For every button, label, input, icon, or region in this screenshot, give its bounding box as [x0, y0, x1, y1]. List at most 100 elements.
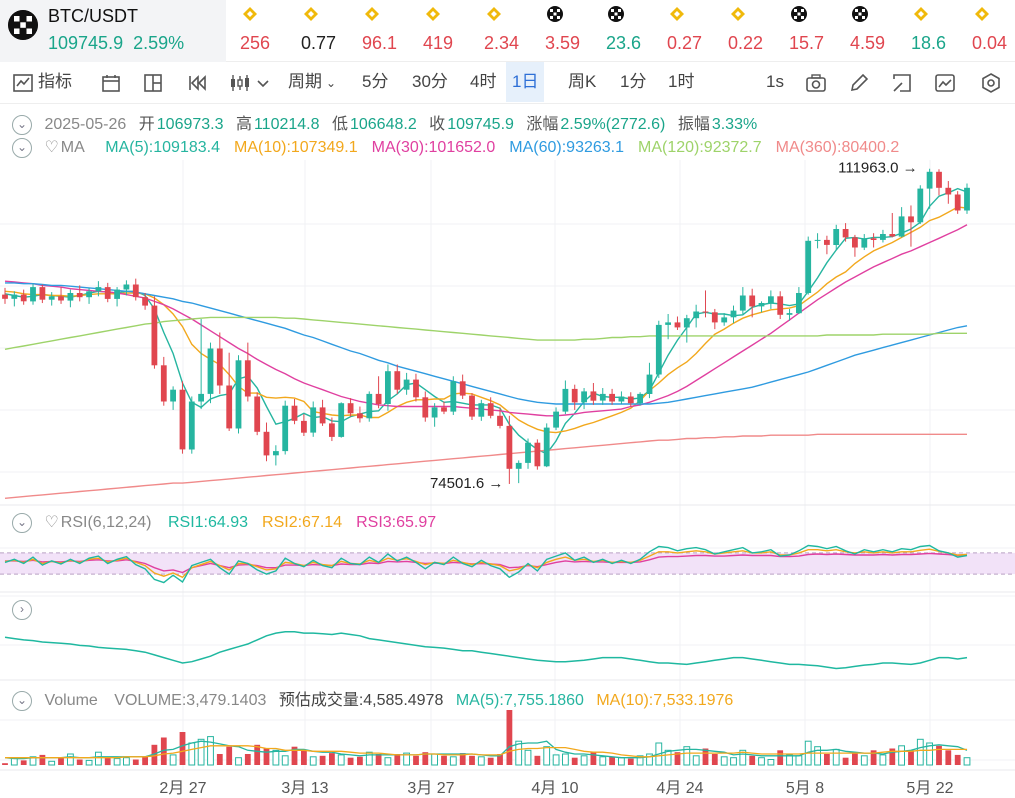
ticker-item[interactable]: 0.04	[972, 0, 1015, 62]
interval-tab[interactable]: 30分	[412, 72, 448, 91]
volume-bar	[244, 754, 251, 765]
interval-tab[interactable]: 1时	[668, 72, 695, 91]
ma-line-ma360	[4, 433, 967, 499]
ticker-item[interactable]: 23.6	[606, 0, 664, 62]
ticker-value: 2.34	[484, 33, 520, 53]
ticker-item[interactable]: 0.27	[667, 0, 725, 62]
volume-bar	[954, 754, 961, 765]
screenshot-icon[interactable]	[934, 72, 956, 94]
candle-body	[151, 305, 158, 366]
ticker-item[interactable]: 0.22	[728, 0, 786, 62]
volume-bar	[702, 748, 709, 765]
ticker-item[interactable]: 256	[240, 0, 298, 62]
settings-gear-icon[interactable]	[980, 72, 1002, 94]
interval-tab[interactable]: 1分	[620, 72, 647, 91]
volume-bar	[151, 744, 158, 765]
bell-icon[interactable]: ♡	[44, 139, 59, 156]
candle-body	[497, 415, 503, 426]
volume-bar	[95, 751, 102, 766]
volume-estimate: 预估成交量:4,585.4978	[278, 692, 444, 709]
volume-bar	[48, 760, 56, 766]
draw-tool-icon[interactable]	[891, 72, 913, 94]
candle-body	[244, 360, 251, 397]
ticker-item[interactable]: 4.59	[850, 0, 908, 62]
interval-tab[interactable]: 4时	[470, 72, 497, 91]
candle-body	[730, 310, 737, 318]
candle-body	[76, 293, 83, 298]
candle-body	[67, 293, 74, 301]
volume-bar	[655, 742, 663, 766]
legend-item: RSI3:65.97	[356, 514, 437, 531]
collapse-chevron-icon[interactable]: ⌄	[12, 137, 32, 158]
candle-body	[394, 371, 401, 390]
layout-icon[interactable]	[142, 72, 164, 94]
interval-tab[interactable]: 5分	[362, 72, 389, 91]
pair-card[interactable]: BTC/USDT 109745.9 2.59%	[0, 0, 226, 62]
candle-body	[833, 229, 840, 245]
ohlc-date: 2025-05-26	[44, 116, 127, 133]
volume-bar	[422, 752, 429, 765]
candle-body	[842, 229, 849, 238]
volume-bar	[226, 746, 233, 765]
ticker-value: 4.59	[850, 33, 886, 53]
bnb-icon	[365, 7, 379, 21]
candle-body	[301, 420, 307, 433]
ticker-item[interactable]: 15.7	[789, 0, 847, 62]
volume-bar	[609, 756, 615, 766]
volume-bar	[179, 732, 186, 765]
interval-tab[interactable]: 1日	[506, 62, 545, 102]
candle-body	[749, 295, 756, 307]
ticker-value: 0.04	[972, 33, 1008, 53]
volume-bar	[497, 754, 503, 765]
ticker-item[interactable]: 3.59	[545, 0, 603, 62]
candle-body	[58, 296, 64, 301]
candle-body	[450, 381, 457, 412]
ticker-item[interactable]: 18.6	[911, 0, 969, 62]
pair-change: 2.59%	[133, 33, 185, 53]
collapse-chevron-icon[interactable]: ⌄	[12, 114, 32, 135]
rsi-band	[0, 552, 1015, 575]
candle-body	[758, 303, 765, 307]
ticker-item[interactable]: 2.34	[484, 0, 542, 62]
period-dropdown[interactable]: 周期 ⌄	[288, 62, 336, 102]
volume-bar	[552, 754, 560, 766]
volume-bar	[767, 759, 775, 766]
candle-body	[861, 238, 868, 248]
expand-chevron-icon[interactable]: ›	[12, 600, 32, 620]
indicators-button[interactable]: 指标	[38, 72, 72, 91]
candle-type-icon[interactable]	[228, 72, 254, 94]
high-value: 110214.8	[253, 116, 320, 133]
replay-icon[interactable]	[186, 72, 208, 94]
candle-body	[95, 287, 102, 292]
candle-body	[562, 388, 569, 412]
osc-legend: ›	[0, 600, 1015, 620]
candle-body	[964, 187, 970, 211]
ticker-value: 0.22	[728, 33, 764, 53]
camera-icon[interactable]	[805, 72, 827, 94]
bnb-icon	[487, 7, 501, 21]
chevron-down-icon[interactable]	[256, 72, 270, 94]
pencil-icon[interactable]	[848, 72, 870, 94]
ticker-item[interactable]: 0.77	[301, 0, 359, 62]
ticker-item[interactable]: 419	[423, 0, 481, 62]
volume-bar	[113, 758, 121, 766]
candle-body	[525, 442, 531, 463]
collapse-chevron-icon[interactable]: ⌄	[12, 690, 32, 711]
candle-body	[889, 234, 896, 237]
collapse-chevron-icon[interactable]: ⌄	[12, 512, 32, 533]
bell-icon[interactable]: ♡	[44, 514, 59, 531]
ticker-value: 3.59	[545, 33, 581, 53]
ma-legend: ⌄ ♡ MA MA(5):109183.4 MA(10):107349.1 MA(30…	[0, 137, 1015, 158]
candle-body	[2, 294, 8, 299]
interval-tab[interactable]: 周K	[568, 72, 597, 91]
amp-value: 3.33%	[711, 116, 758, 133]
indicator-chart-icon[interactable]	[12, 72, 34, 94]
ma-line-ma5	[4, 187, 968, 455]
ticker-item[interactable]: 96.1	[362, 0, 420, 62]
speed-button[interactable]: 1s	[766, 72, 784, 91]
volume-bar	[263, 748, 270, 765]
legend-item: MA(360):80400.2	[775, 139, 900, 156]
legend-item: MA(10):107349.1	[233, 139, 358, 156]
calendar-icon[interactable]	[100, 72, 122, 94]
